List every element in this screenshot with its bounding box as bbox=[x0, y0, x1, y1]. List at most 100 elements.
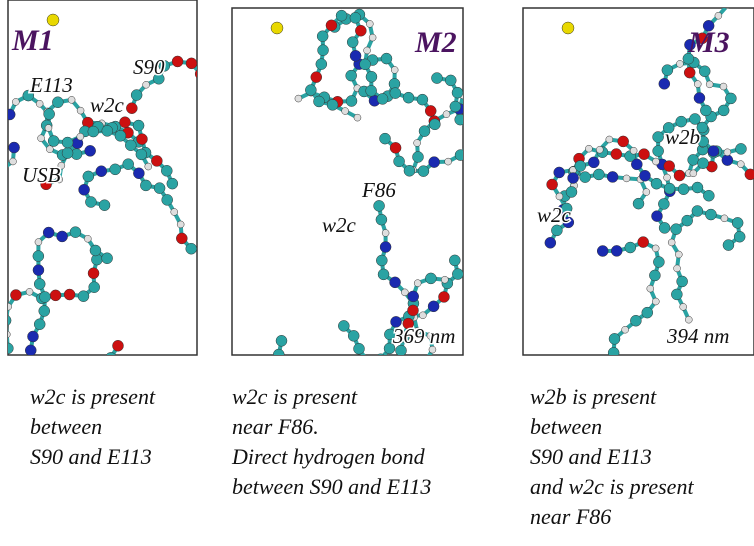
atom bbox=[88, 268, 99, 279]
atom bbox=[611, 149, 622, 160]
atom bbox=[133, 120, 144, 131]
atom bbox=[425, 105, 436, 116]
atom bbox=[688, 154, 699, 165]
atom bbox=[642, 307, 653, 318]
atom bbox=[5, 303, 12, 310]
atom bbox=[12, 98, 19, 105]
atom bbox=[562, 22, 574, 34]
atom bbox=[39, 305, 50, 316]
atom bbox=[692, 182, 703, 193]
atom bbox=[700, 105, 711, 116]
atom bbox=[78, 291, 89, 302]
atom bbox=[414, 139, 421, 146]
caption-line: S90 and E113 bbox=[530, 444, 652, 469]
atom bbox=[674, 170, 685, 181]
atom bbox=[429, 119, 440, 130]
atom bbox=[380, 133, 391, 144]
atom bbox=[143, 81, 150, 88]
atom bbox=[445, 158, 452, 165]
atom bbox=[408, 291, 419, 302]
atom bbox=[381, 53, 392, 64]
atom bbox=[39, 292, 50, 303]
residue-label: w2b bbox=[665, 125, 700, 149]
atom bbox=[102, 125, 113, 136]
atom bbox=[419, 312, 426, 319]
atom bbox=[659, 222, 670, 233]
atom bbox=[9, 142, 20, 153]
atom bbox=[26, 288, 33, 295]
panel-title: M2 bbox=[414, 26, 457, 59]
atom bbox=[422, 358, 429, 365]
atom bbox=[622, 326, 629, 333]
atom bbox=[9, 158, 16, 165]
atom bbox=[662, 65, 673, 76]
atom bbox=[721, 215, 728, 222]
atom bbox=[391, 66, 398, 73]
atom bbox=[198, 82, 209, 93]
atom bbox=[46, 146, 53, 153]
atom bbox=[623, 175, 630, 182]
caption-line: and w2c is present bbox=[530, 474, 694, 499]
atom bbox=[33, 251, 44, 262]
atom bbox=[377, 93, 388, 104]
atom bbox=[464, 138, 475, 149]
atom bbox=[545, 237, 556, 248]
atom bbox=[443, 111, 450, 118]
atom bbox=[699, 66, 710, 77]
atom bbox=[671, 224, 682, 235]
residue-label: E113 bbox=[29, 73, 73, 97]
atom bbox=[597, 245, 608, 256]
atom bbox=[380, 242, 391, 253]
caption-line: between bbox=[30, 414, 102, 439]
atom bbox=[404, 165, 415, 176]
atom bbox=[295, 95, 302, 102]
residue-label: w2c bbox=[90, 93, 125, 117]
atom bbox=[390, 88, 401, 99]
atom bbox=[162, 194, 173, 205]
wavelength-label: 369 nm bbox=[392, 324, 455, 348]
atom bbox=[36, 100, 43, 107]
atom bbox=[455, 150, 466, 161]
atom bbox=[34, 319, 45, 330]
atom bbox=[705, 209, 716, 220]
atom bbox=[676, 60, 683, 67]
atom bbox=[566, 186, 577, 197]
atom bbox=[273, 349, 284, 360]
atom bbox=[34, 279, 45, 290]
atom bbox=[593, 169, 604, 180]
atom bbox=[718, 105, 729, 116]
atom bbox=[305, 85, 316, 96]
atom bbox=[722, 155, 733, 166]
atom bbox=[633, 198, 644, 209]
atom bbox=[429, 157, 440, 168]
atom bbox=[90, 245, 101, 256]
atom bbox=[133, 168, 144, 179]
atom bbox=[725, 93, 736, 104]
atom bbox=[376, 214, 387, 225]
atom bbox=[311, 72, 322, 83]
atom bbox=[52, 97, 63, 108]
atom bbox=[376, 255, 387, 266]
atom bbox=[684, 67, 695, 78]
atom bbox=[0, 164, 7, 175]
atom bbox=[366, 20, 373, 27]
panel-frame bbox=[232, 8, 463, 355]
atom bbox=[85, 196, 96, 207]
atom bbox=[77, 133, 84, 140]
atom bbox=[64, 289, 75, 300]
atom bbox=[418, 166, 429, 177]
atom bbox=[678, 184, 689, 195]
caption-line: near F86. bbox=[232, 414, 319, 439]
atom bbox=[438, 291, 449, 302]
atom bbox=[694, 92, 705, 103]
atom bbox=[35, 239, 42, 246]
atom bbox=[43, 227, 54, 238]
atom bbox=[186, 58, 197, 69]
atom bbox=[57, 231, 68, 242]
atom bbox=[464, 124, 475, 135]
atom bbox=[431, 73, 442, 84]
atom bbox=[737, 161, 744, 168]
atom bbox=[649, 270, 660, 281]
atom bbox=[342, 108, 349, 115]
atom bbox=[425, 273, 436, 284]
